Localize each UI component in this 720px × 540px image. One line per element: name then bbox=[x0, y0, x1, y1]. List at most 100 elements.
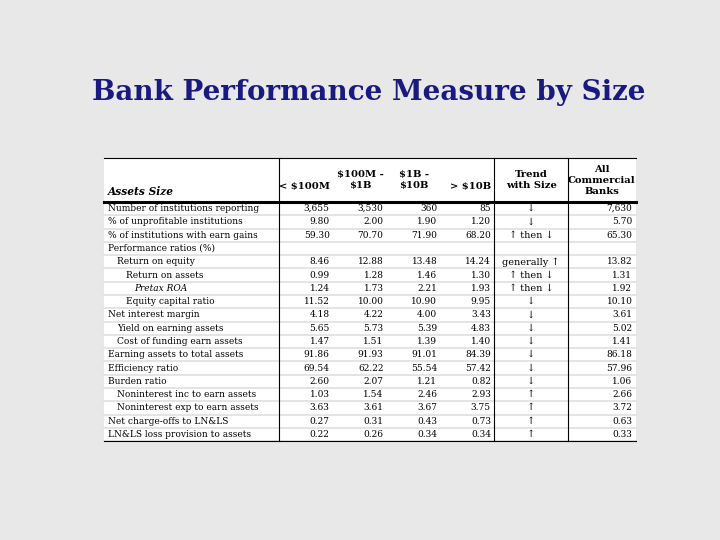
Text: 5.39: 5.39 bbox=[417, 323, 437, 333]
Text: 12.88: 12.88 bbox=[358, 257, 384, 266]
Text: Noninterest inc to earn assets: Noninterest inc to earn assets bbox=[117, 390, 256, 399]
Text: 1.92: 1.92 bbox=[613, 284, 632, 293]
Text: 0.73: 0.73 bbox=[471, 417, 491, 426]
Text: 1.54: 1.54 bbox=[363, 390, 384, 399]
Text: 1.30: 1.30 bbox=[471, 271, 491, 280]
Text: ↓: ↓ bbox=[527, 337, 535, 346]
Text: 0.27: 0.27 bbox=[310, 417, 330, 426]
Text: 84.39: 84.39 bbox=[465, 350, 491, 359]
Text: 62.22: 62.22 bbox=[358, 363, 384, 373]
Text: Return on equity: Return on equity bbox=[117, 257, 194, 266]
Text: LN&LS loss provision to assets: LN&LS loss provision to assets bbox=[108, 430, 251, 439]
Text: 1.20: 1.20 bbox=[471, 218, 491, 226]
Text: All
Commercial
Banks: All Commercial Banks bbox=[568, 165, 636, 196]
Text: 1.47: 1.47 bbox=[310, 337, 330, 346]
Text: $1B -
$10B: $1B - $10B bbox=[399, 170, 428, 190]
Text: 69.54: 69.54 bbox=[304, 363, 330, 373]
Text: 2.07: 2.07 bbox=[364, 377, 384, 386]
Text: ↓: ↓ bbox=[527, 377, 535, 386]
Text: 68.20: 68.20 bbox=[465, 231, 491, 240]
Text: < $100M: < $100M bbox=[279, 182, 330, 191]
Text: 3.61: 3.61 bbox=[613, 310, 632, 320]
Text: Return on assets: Return on assets bbox=[126, 271, 203, 280]
Text: 0.34: 0.34 bbox=[471, 430, 491, 439]
Text: 1.90: 1.90 bbox=[417, 218, 437, 226]
Text: 10.90: 10.90 bbox=[411, 297, 437, 306]
Text: 1.28: 1.28 bbox=[364, 271, 384, 280]
Text: Net charge-offs to LN&LS: Net charge-offs to LN&LS bbox=[108, 417, 228, 426]
Text: ↓: ↓ bbox=[527, 350, 535, 359]
Text: 0.33: 0.33 bbox=[613, 430, 632, 439]
Text: ↑ then ↓: ↑ then ↓ bbox=[509, 284, 554, 293]
Text: 1.31: 1.31 bbox=[613, 271, 632, 280]
Text: 1.40: 1.40 bbox=[471, 337, 491, 346]
Text: 59.30: 59.30 bbox=[304, 231, 330, 240]
Text: Net interest margin: Net interest margin bbox=[108, 310, 199, 320]
Text: 3.72: 3.72 bbox=[613, 403, 632, 413]
Text: ↑ then ↓: ↑ then ↓ bbox=[509, 231, 554, 240]
Text: ↓: ↓ bbox=[527, 204, 535, 213]
Text: 1.93: 1.93 bbox=[471, 284, 491, 293]
Text: > $10B: > $10B bbox=[450, 182, 491, 191]
Text: 9.80: 9.80 bbox=[310, 218, 330, 226]
Text: 1.24: 1.24 bbox=[310, 284, 330, 293]
Text: 3,655: 3,655 bbox=[304, 204, 330, 213]
Text: Noninterest exp to earn assets: Noninterest exp to earn assets bbox=[117, 403, 258, 413]
Text: ↓: ↓ bbox=[527, 363, 535, 373]
Text: 3.63: 3.63 bbox=[310, 403, 330, 413]
Text: 65.30: 65.30 bbox=[606, 231, 632, 240]
Text: 2.66: 2.66 bbox=[613, 390, 632, 399]
Text: 4.22: 4.22 bbox=[364, 310, 384, 320]
Text: 0.63: 0.63 bbox=[613, 417, 632, 426]
Text: 7,630: 7,630 bbox=[607, 204, 632, 213]
Text: 8.46: 8.46 bbox=[310, 257, 330, 266]
Text: 1.06: 1.06 bbox=[612, 377, 632, 386]
Text: ↓: ↓ bbox=[527, 310, 535, 320]
Text: Trend
with Size: Trend with Size bbox=[505, 170, 557, 190]
Text: ↑ then ↓: ↑ then ↓ bbox=[509, 271, 554, 280]
Text: 2.60: 2.60 bbox=[310, 377, 330, 386]
Text: ↑: ↑ bbox=[527, 390, 535, 399]
Text: 0.22: 0.22 bbox=[310, 430, 330, 439]
Text: Bank Performance Measure by Size: Bank Performance Measure by Size bbox=[92, 79, 646, 106]
Text: 0.34: 0.34 bbox=[417, 430, 437, 439]
Text: 91.01: 91.01 bbox=[411, 350, 437, 359]
Text: 1.21: 1.21 bbox=[417, 377, 437, 386]
Text: Efficiency ratio: Efficiency ratio bbox=[108, 363, 178, 373]
Text: 11.52: 11.52 bbox=[304, 297, 330, 306]
Text: 1.41: 1.41 bbox=[612, 337, 632, 346]
Text: 2.21: 2.21 bbox=[418, 284, 437, 293]
Text: 3.61: 3.61 bbox=[364, 403, 384, 413]
Text: 1.51: 1.51 bbox=[363, 337, 384, 346]
Text: 4.00: 4.00 bbox=[417, 310, 437, 320]
Text: Equity capital ratio: Equity capital ratio bbox=[126, 297, 215, 306]
Text: ↑: ↑ bbox=[527, 417, 535, 426]
Text: generally ↑: generally ↑ bbox=[503, 257, 560, 267]
Text: 9.95: 9.95 bbox=[471, 297, 491, 306]
Text: 1.39: 1.39 bbox=[417, 337, 437, 346]
Text: Number of institutions reporting: Number of institutions reporting bbox=[108, 204, 259, 213]
Text: 5.70: 5.70 bbox=[612, 218, 632, 226]
Text: 1.73: 1.73 bbox=[364, 284, 384, 293]
Text: Burden ratio: Burden ratio bbox=[108, 377, 166, 386]
Text: Yield on earning assets: Yield on earning assets bbox=[117, 323, 223, 333]
Text: 0.31: 0.31 bbox=[364, 417, 384, 426]
Text: 3.75: 3.75 bbox=[471, 403, 491, 413]
Text: 70.70: 70.70 bbox=[358, 231, 384, 240]
Text: 3.67: 3.67 bbox=[417, 403, 437, 413]
Text: Earning assets to total assets: Earning assets to total assets bbox=[108, 350, 243, 359]
Text: % of unprofitable institutions: % of unprofitable institutions bbox=[108, 218, 243, 226]
Text: 0.26: 0.26 bbox=[364, 430, 384, 439]
Text: 91.86: 91.86 bbox=[304, 350, 330, 359]
Text: 0.82: 0.82 bbox=[471, 377, 491, 386]
Text: Assets Size: Assets Size bbox=[108, 186, 174, 197]
Text: Cost of funding earn assets: Cost of funding earn assets bbox=[117, 337, 243, 346]
Text: 71.90: 71.90 bbox=[411, 231, 437, 240]
Text: 3,530: 3,530 bbox=[358, 204, 384, 213]
Text: 360: 360 bbox=[420, 204, 437, 213]
Text: 0.43: 0.43 bbox=[417, 417, 437, 426]
Text: 57.96: 57.96 bbox=[606, 363, 632, 373]
Text: 57.42: 57.42 bbox=[465, 363, 491, 373]
Text: 1.03: 1.03 bbox=[310, 390, 330, 399]
Text: ↑: ↑ bbox=[527, 430, 535, 439]
